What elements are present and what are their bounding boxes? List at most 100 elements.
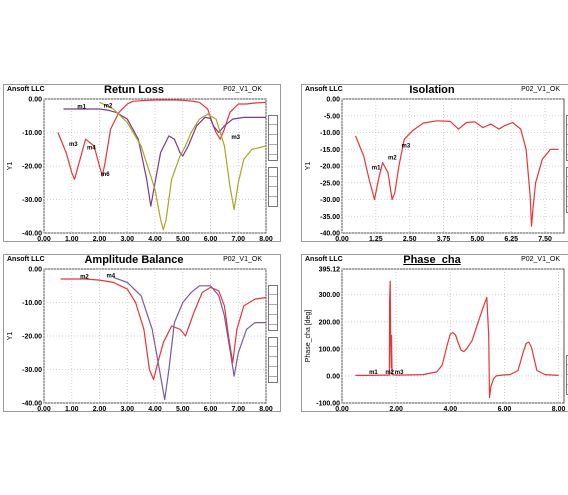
legend-box bbox=[268, 337, 278, 383]
marker-label: m1 bbox=[372, 165, 381, 171]
y-tick-label: -10.00 bbox=[22, 130, 42, 137]
series-group bbox=[354, 120, 559, 227]
legend-stripe bbox=[269, 134, 277, 135]
legend-stripe bbox=[269, 294, 277, 295]
marker-label: m1 bbox=[369, 370, 378, 376]
y-tick-label: -30.00 bbox=[22, 367, 42, 374]
y-tick-label: -10.00 bbox=[320, 130, 340, 137]
isolation-chart: Ansoft LLC Isolation P02_V1_OK 0.00 -5.00… bbox=[301, 84, 568, 242]
y-tick-label: -25.00 bbox=[320, 180, 340, 187]
x-tick-label: 3.00 bbox=[120, 236, 134, 242]
vendor-label: Ansoft LLC bbox=[7, 86, 45, 93]
legend-stripe bbox=[269, 376, 277, 377]
x-tick-label: 1.25 bbox=[369, 236, 383, 242]
x-tick-label: 7.00 bbox=[231, 406, 245, 412]
y-tick-label: 0.00 bbox=[28, 97, 42, 104]
x-tick-label: 1.00 bbox=[65, 236, 79, 242]
legend-stripe bbox=[269, 324, 277, 325]
x-tick-label: 6.00 bbox=[204, 406, 218, 412]
x-tick-label: 5.00 bbox=[471, 236, 485, 242]
x-tick-label: 6.00 bbox=[498, 406, 512, 412]
x-tick-label: 5.00 bbox=[176, 236, 190, 242]
x-tick-label: 2.00 bbox=[93, 236, 107, 242]
legend-stripe bbox=[269, 314, 277, 315]
x-tick-label: 2.00 bbox=[389, 406, 403, 412]
plot-area: 0.00 -5.00 -10.00 -15.00 -20.00 -25.00 -30.00 -… bbox=[305, 97, 565, 242]
y-tick-label: -20.00 bbox=[22, 334, 42, 341]
marker-label: m2 bbox=[80, 274, 89, 280]
legend-stripe bbox=[269, 124, 277, 125]
y-axis-label: Y1 bbox=[7, 162, 14, 171]
y-tick-label: -15.00 bbox=[320, 147, 340, 154]
plot-area: 0.00-10.00-20.00-30.00-40.000.00 1.00 2.00… bbox=[7, 267, 273, 412]
amplitude-balance-chart: Ansoft LLC Amplitude Balance P02_V1_OK 0… bbox=[3, 254, 281, 412]
marker-label: m3 bbox=[402, 144, 411, 150]
x-tick-label: 8.00 bbox=[552, 406, 566, 412]
legend-stripe bbox=[269, 186, 277, 187]
legend-stripe bbox=[269, 304, 277, 305]
y-tick-label: -40.00 bbox=[22, 231, 42, 238]
x-tick-label: 0.00 bbox=[37, 236, 51, 242]
marker-label: m3 bbox=[231, 135, 240, 141]
legend-stripe bbox=[269, 346, 277, 347]
legend-box bbox=[268, 285, 278, 331]
series-line-0 bbox=[355, 280, 559, 399]
x-tick-label: 2.50 bbox=[403, 236, 417, 242]
y-tick-label: -5.00 bbox=[324, 113, 340, 120]
y-tick-label: -40.00 bbox=[22, 401, 42, 408]
series-group bbox=[60, 276, 267, 401]
y-tick-label: -40.00 bbox=[320, 231, 340, 238]
y-tick-label: 0.00 bbox=[326, 97, 340, 104]
x-tick-label: 3.75 bbox=[437, 236, 451, 242]
x-tick-label: 8.00 bbox=[259, 406, 273, 412]
y-tick-label: 300.00 bbox=[319, 292, 341, 299]
series-line-0 bbox=[60, 278, 267, 381]
design-label: P02_V1_OK bbox=[223, 86, 262, 93]
y-tick-label: -30.00 bbox=[22, 197, 42, 204]
x-tick-label: 4.00 bbox=[148, 406, 162, 412]
chart-title: Amplitude Balance bbox=[84, 254, 184, 266]
plot-frame bbox=[341, 268, 565, 404]
y-axis-label: Y1 bbox=[305, 162, 312, 171]
legend-stripe bbox=[269, 176, 277, 177]
y-tick-label: -100.00 bbox=[316, 401, 340, 408]
x-tick-label: 5.00 bbox=[176, 406, 190, 412]
marker-label: m6 bbox=[101, 172, 110, 178]
plot-area: 0.00-10.00-20.00-30.00-40.000.00 1.00 2.00… bbox=[7, 97, 273, 242]
y-tick-label: 100.00 bbox=[319, 346, 341, 353]
marker-label: m2 bbox=[104, 103, 113, 109]
x-tick-label: 1.00 bbox=[65, 406, 79, 412]
x-tick-label: 0.00 bbox=[335, 406, 349, 412]
legend-stripe bbox=[269, 144, 277, 145]
legend-stripe bbox=[269, 366, 277, 367]
x-tick-label: 6.00 bbox=[204, 236, 218, 242]
legend-box bbox=[268, 115, 278, 161]
y-tick-label: 0.00 bbox=[326, 373, 340, 380]
x-tick-label: 0.00 bbox=[37, 406, 51, 412]
marker-label: m3 bbox=[395, 370, 404, 376]
series-line-2 bbox=[99, 101, 267, 231]
legend-stripe bbox=[269, 196, 277, 197]
y-tick-label: -20.00 bbox=[22, 164, 42, 171]
vendor-label: Ansoft LLC bbox=[7, 256, 45, 263]
x-tick-label: 4.00 bbox=[443, 406, 457, 412]
design-label: P02_V1_OK bbox=[521, 86, 560, 93]
x-tick-label: 4.00 bbox=[148, 236, 162, 242]
series-line-0 bbox=[354, 120, 559, 227]
marker-label: m2 bbox=[388, 155, 397, 161]
design-label: P02_V1_OK bbox=[521, 256, 560, 263]
series-line-0 bbox=[57, 99, 267, 181]
series-line-1 bbox=[113, 276, 266, 401]
y-tick-label: -10.00 bbox=[22, 300, 42, 307]
x-tick-label: 0.00 bbox=[335, 236, 349, 242]
legend-box bbox=[268, 167, 278, 207]
vendor-label: Ansoft LLC bbox=[305, 256, 343, 263]
phase-cha-chart: Ansoft LLC Phase_cha P02_V1_OK 395.12 300… bbox=[301, 254, 568, 412]
y-tick-label: 200.00 bbox=[319, 319, 341, 326]
marker-label: m4 bbox=[106, 274, 115, 280]
chart-title: Phase_cha bbox=[403, 254, 461, 266]
legend-stripe bbox=[269, 356, 277, 357]
marker-label: m3 bbox=[69, 142, 78, 148]
vendor-label: Ansoft LLC bbox=[305, 86, 343, 93]
